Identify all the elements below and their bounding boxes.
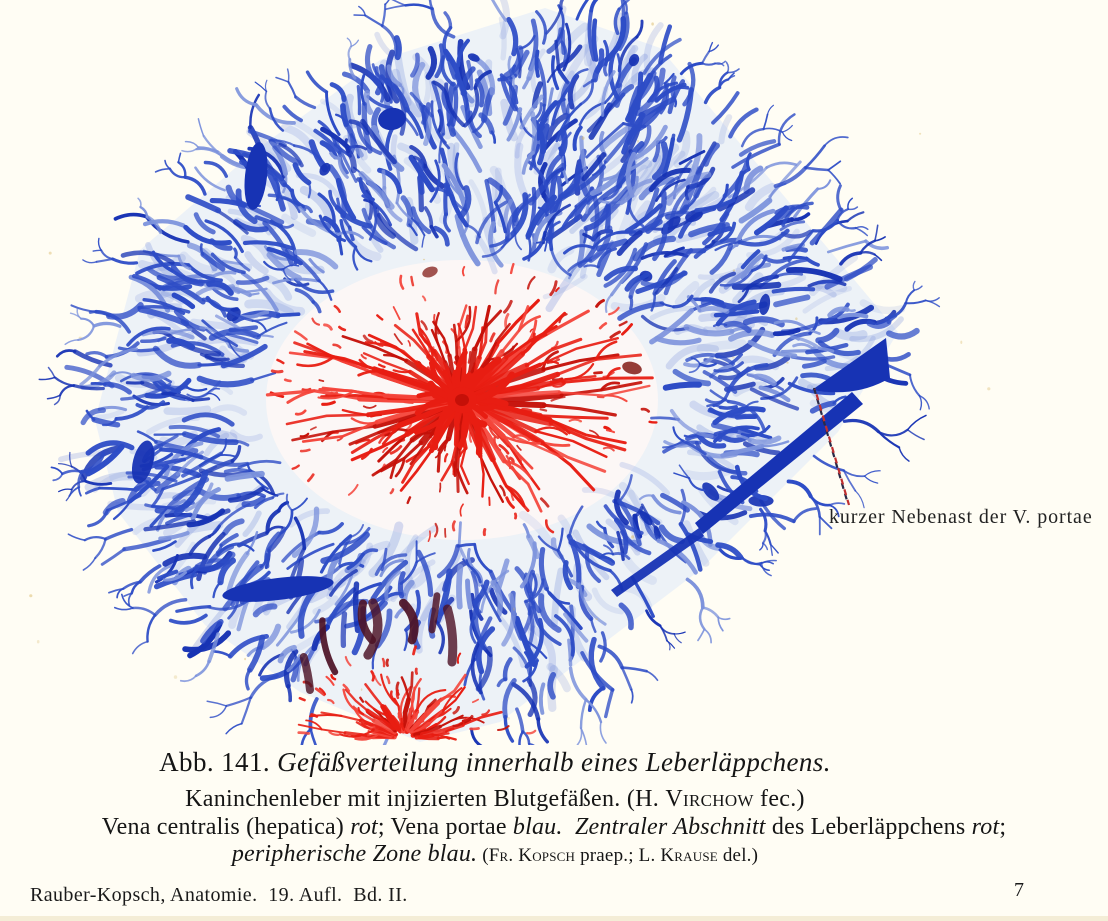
caption-segment: ; (999, 814, 1007, 840)
caption-segment: praep.; (575, 845, 639, 866)
figure-number: Abb. 141. (159, 747, 278, 777)
caption-line-1: Abb. 141. Gefäßverteilung innerhalb eine… (0, 747, 990, 778)
caption-name-virchow: Virchow (665, 786, 754, 812)
caption-credits: (Fr. Kopsch praep.; L. Krause del.) (477, 845, 758, 866)
page-number: 7 (1014, 879, 1024, 901)
caption-name-krause: L. Krause (638, 845, 718, 866)
caption-segment: ; Vena portae (377, 814, 513, 840)
caption-segment: ( (477, 845, 489, 866)
caption-segment: des Leberläppchens (765, 814, 972, 840)
figure-title: Gefäßverteilung innerhalb eines Leberläp… (277, 747, 831, 777)
caption-name-kopsch: Fr. Kopsch (488, 845, 576, 866)
caption-segment: peripherische Zone blau. (231, 841, 478, 867)
figure-abb-141: kurzer Nebenast der V. portae (29, 0, 1093, 745)
page-bottom-edge (0, 916, 1108, 921)
caption-segment: rot (350, 814, 378, 840)
caption-segment: rot (971, 814, 1000, 840)
annotation-label: kurzer Nebenast der V. portae (829, 506, 1093, 528)
caption-segment: Vena centralis (hepatica) (101, 814, 351, 840)
caption-line-3: Vena centralis (hepatica) rot; Vena port… (0, 814, 1108, 841)
caption-segment (563, 814, 575, 840)
caption-segment: Kaninchenleber mit injizierten Blutgefäß… (185, 786, 666, 812)
caption-segment: fec.) (753, 786, 805, 812)
caption-segment: Zentraler Abschnitt (574, 814, 766, 840)
caption-segment: del.) (717, 845, 759, 866)
caption-segment: blau. (512, 814, 563, 840)
liver-lobule-illustration (29, 0, 991, 745)
caption-line-4: peripherische Zone blau. (Fr. Kopsch pra… (0, 841, 990, 868)
caption-line-2: Kaninchenleber mit injizierten Blutgefäß… (0, 786, 990, 813)
running-title: Rauber-Kopsch, Anatomie. 19. Aufl. Bd. I… (30, 884, 408, 906)
